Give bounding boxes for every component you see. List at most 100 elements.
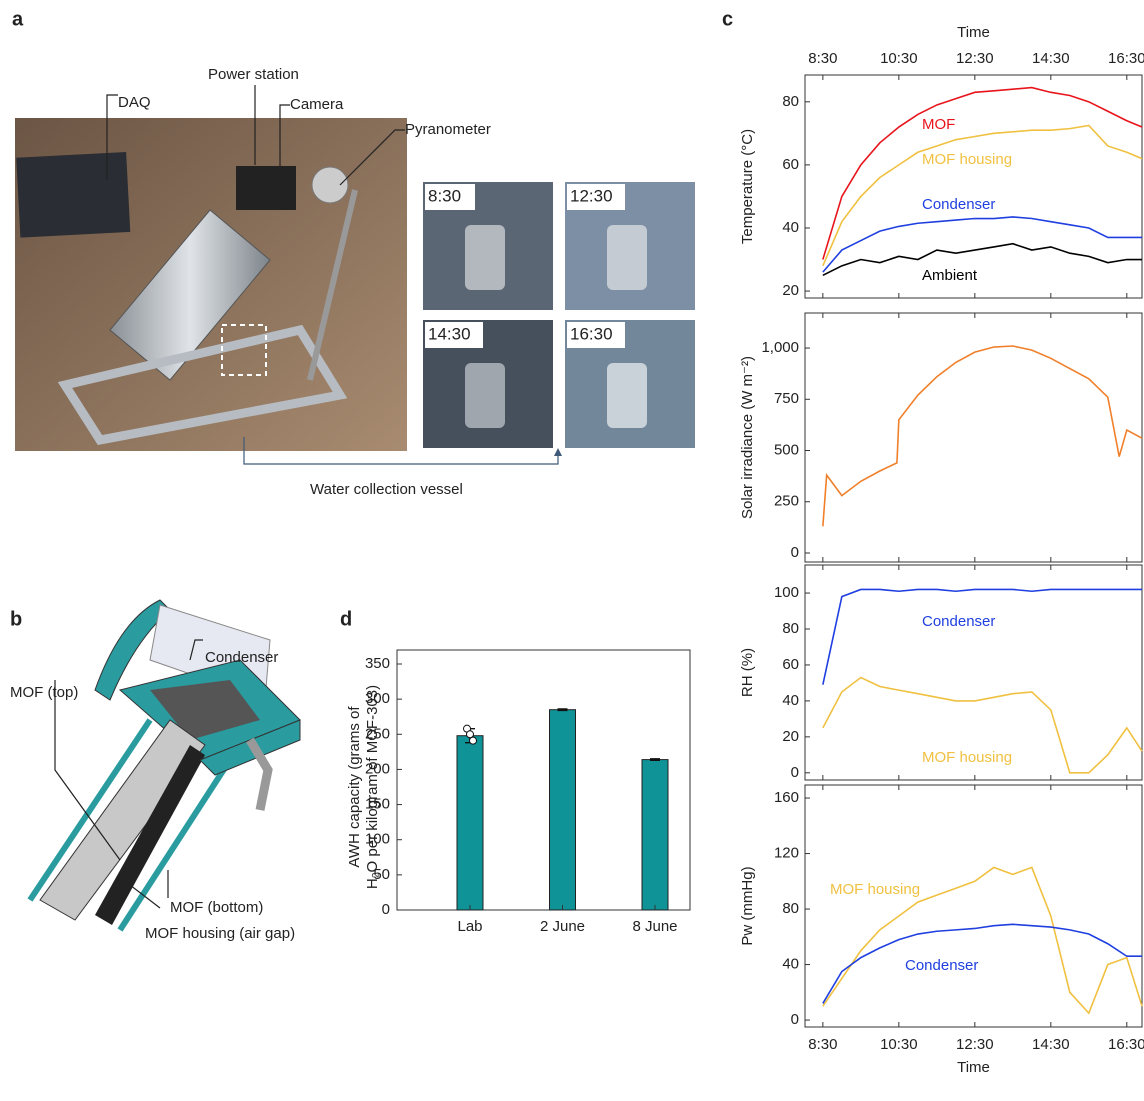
y-tick-label: 500 <box>774 441 799 458</box>
plot-frame <box>804 564 1143 781</box>
x-tick-label: 10:30 <box>880 1036 918 1053</box>
y-axis-title: RH (%) <box>739 648 756 697</box>
panel-label: a <box>12 8 24 30</box>
x-tick-label: 16:30 <box>1108 1036 1144 1053</box>
panel-label: b <box>10 608 22 630</box>
x-tick-label: 12:30 <box>956 50 994 67</box>
data-line <box>822 588 1142 685</box>
series-label: Condenser <box>922 196 995 213</box>
data-line <box>822 676 1143 774</box>
photo <box>15 118 407 451</box>
panel-label: c <box>722 8 733 30</box>
y-tick-label: 350 <box>365 655 390 672</box>
data-line <box>822 866 1143 1015</box>
y-tick-label: 750 <box>774 390 799 407</box>
y-tick-label: 250 <box>774 493 799 510</box>
data-point <box>469 736 477 745</box>
x-tick-label: 14:30 <box>1032 1036 1070 1053</box>
data-line <box>822 345 1143 527</box>
x-axis-title: Time <box>957 1059 990 1076</box>
y-tick-label: 40 <box>782 692 799 709</box>
y-tick-label: 40 <box>782 956 799 973</box>
series-label: Condenser <box>922 613 995 630</box>
photo-label: Power station <box>208 66 299 83</box>
y-axis-title: Pw (mmHg) <box>739 866 756 945</box>
photo-label: Camera <box>290 96 344 113</box>
series-label: Ambient <box>922 267 978 284</box>
plot-frame <box>396 649 691 911</box>
error-bar <box>650 758 660 761</box>
bar <box>549 709 576 911</box>
photo-insets <box>106 85 695 465</box>
y-axis-title: H₂O per kilogram of MOF-303) <box>364 685 381 889</box>
y-tick-label: 80 <box>782 900 799 917</box>
x-axis-title: Time <box>957 24 990 41</box>
bar <box>641 759 669 911</box>
photo-caption: Water collection vessel <box>310 481 463 498</box>
y-tick-label: 100 <box>774 584 799 601</box>
series-label: MOF <box>922 116 955 133</box>
series-label: MOF housing <box>922 151 1012 168</box>
photo-label: DAQ <box>118 94 151 111</box>
y-tick-label: 20 <box>782 282 799 299</box>
data-line <box>822 923 1142 1004</box>
y-tick-label: 120 <box>774 845 799 862</box>
y-tick-label: 0 <box>791 1011 799 1028</box>
data-line <box>822 216 1142 273</box>
y-tick-label: 160 <box>774 789 799 806</box>
y-tick-label: 60 <box>782 656 799 673</box>
y-tick-label: 50 <box>373 866 390 883</box>
error-bar <box>557 708 568 712</box>
data-point <box>466 730 474 739</box>
y-tick-label: 200 <box>365 760 390 777</box>
data-line <box>822 124 1143 267</box>
y-tick-label: 0 <box>791 764 799 781</box>
y-tick-label: 150 <box>365 796 390 813</box>
diagram-label: MOF (bottom) <box>170 899 263 916</box>
y-tick-label: 80 <box>782 620 799 637</box>
x-tick-label: 14:30 <box>1032 50 1070 67</box>
bar <box>456 735 484 911</box>
data-line <box>822 86 1143 260</box>
x-tick-label: 8:30 <box>808 50 837 67</box>
data-line <box>822 242 1142 277</box>
plot-frame <box>804 312 1143 563</box>
x-tick-label: 8 June <box>632 918 677 935</box>
plot-frame <box>804 74 1143 299</box>
y-axis-title: Temperature (°C) <box>739 129 756 244</box>
y-axis-title: AWH capacity (grams of <box>346 706 363 868</box>
panel-label: d <box>340 608 352 630</box>
x-tick-label: 10:30 <box>880 50 918 67</box>
inset-label: 12:30 <box>570 186 613 205</box>
y-tick-label: 80 <box>782 93 799 110</box>
x-tick-label: 8:30 <box>808 1036 837 1053</box>
plot-frame <box>804 784 1143 1028</box>
x-tick-label: 12:30 <box>956 1036 994 1053</box>
inset-label: 14:30 <box>428 324 471 343</box>
y-tick-label: 300 <box>365 690 390 707</box>
x-tick-label: 2 June <box>540 918 585 935</box>
diagram-label: MOF housing (air gap) <box>145 925 295 942</box>
x-tick-label: 16:30 <box>1108 50 1144 67</box>
series-label: MOF housing <box>922 749 1012 766</box>
series-label: MOF housing <box>830 881 920 898</box>
y-axis-title: Solar irradiance (W m⁻²) <box>739 356 756 519</box>
diagram-label: Condenser <box>205 649 278 666</box>
inset-label: 16:30 <box>570 324 613 343</box>
diagram <box>27 599 301 932</box>
y-tick-label: 60 <box>782 156 799 173</box>
diagram-label: MOF (top) <box>10 684 78 701</box>
y-tick-label: 250 <box>365 725 390 742</box>
y-tick-label: 100 <box>365 831 390 848</box>
y-tick-label: 40 <box>782 219 799 236</box>
y-tick-label: 20 <box>782 728 799 745</box>
y-tick-label: 0 <box>791 544 799 561</box>
y-tick-label: 0 <box>382 901 390 918</box>
y-tick-label: 1,000 <box>761 339 799 356</box>
photo-label: Pyranometer <box>405 121 491 138</box>
inset-label: 8:30 <box>428 186 461 205</box>
x-tick-label: Lab <box>457 918 482 935</box>
series-label: Condenser <box>905 957 978 974</box>
